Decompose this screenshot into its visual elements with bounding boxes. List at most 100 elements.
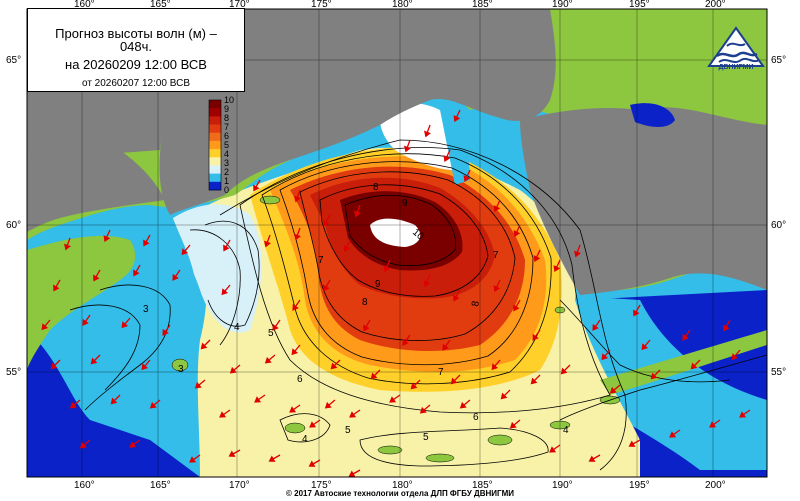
lon-label-200-top: 200° (705, 0, 726, 10)
wave-direction-arrow (219, 409, 231, 418)
land-alaska-peninsula (600, 330, 767, 395)
wave-direction-arrow (149, 399, 161, 409)
wave-direction-arrow (294, 189, 301, 203)
lon-label-200-bottom: 200° (705, 480, 726, 491)
zone-calm-white (370, 218, 421, 247)
lon-label-190-top: 190° (552, 0, 573, 10)
wave-direction-arrow (82, 314, 91, 326)
contour-label-3a: 3 (143, 304, 149, 315)
legend-swatch-8 (209, 116, 221, 125)
ice-norton (630, 103, 675, 127)
contour-label-6a: 6 (297, 374, 303, 385)
wave-direction-arrow (682, 329, 691, 341)
wave-direction-arrow (348, 469, 361, 477)
contour-label-8b: 8 (362, 297, 368, 308)
wave-direction-arrow (410, 379, 421, 390)
lat-label-60-left: 60° (6, 220, 21, 231)
zone-light-north (440, 110, 470, 185)
wave-direction-arrow (641, 339, 651, 351)
lat-label-60-right: 60° (771, 220, 786, 231)
copyright-footer: © 2017 Автоские технологии отдела ДЛП ФГ… (286, 489, 514, 498)
lon-label-170-top: 170° (229, 0, 250, 10)
lon-label-180-top: 180° (392, 0, 413, 10)
wave-direction-arrow (308, 459, 321, 467)
wave-direction-arrow (453, 289, 461, 302)
lon-label-165-top: 165° (150, 0, 171, 10)
wave-direction-arrow (633, 304, 641, 317)
wave-direction-arrow (609, 384, 621, 394)
wave-direction-arrow (389, 394, 401, 403)
wave-direction-arrow (292, 299, 301, 311)
legend-swatch-1 (209, 173, 221, 183)
contours (69, 139, 767, 471)
wave-direction-arrow (253, 179, 261, 192)
lon-label-175-top: 175° (311, 0, 332, 10)
legend-swatch-5 (209, 140, 221, 150)
wave-direction-arrow (650, 369, 661, 380)
island-aleut-1 (377, 445, 403, 455)
contour-label-5a: 5 (268, 328, 274, 339)
wave-direction-arrow (121, 317, 131, 329)
lon-label-180-bottom: 180° (392, 480, 413, 491)
wave-direction-arrow (533, 249, 541, 262)
legend-label-3: 3 (224, 158, 230, 168)
contour-label-5b: 5 (345, 425, 351, 436)
forecast-valid-time: на 20260209 12:00 ВСВ (65, 57, 207, 72)
wave-direction-arrow (500, 389, 511, 400)
land-kamchatka (27, 235, 136, 370)
legend-label-4: 4 (224, 149, 230, 159)
contour-label-6b: 6 (473, 412, 479, 423)
legend-swatch-0 (209, 181, 221, 191)
wave-direction-arrow (423, 274, 431, 287)
wave-direction-arrow (323, 279, 331, 292)
legend-swatch-3 (209, 157, 221, 166)
lat-label-55-left: 55° (6, 367, 21, 378)
lon-label-190-bottom: 190° (552, 480, 573, 491)
lon-label-185-top: 185° (472, 0, 493, 10)
wave-direction-arrow (79, 439, 91, 449)
wave-direction-arrow (93, 269, 101, 282)
wave-direction-arrow (450, 374, 461, 385)
wave-direction-arrow (223, 239, 231, 252)
wave-direction-arrow (731, 349, 741, 361)
wave-direction-arrow (574, 244, 581, 258)
wave-direction-arrow (513, 299, 521, 312)
legend-swatch-9 (209, 108, 221, 117)
wave-direction-arrow (669, 429, 681, 438)
wave-direction-arrow (560, 364, 571, 375)
wave-direction-arrow (64, 237, 71, 251)
lon-labels-bottom: 160° 165° 170° 175° 180° 185° 190° 195° … (74, 480, 726, 491)
legend-label-8: 8 (224, 113, 230, 123)
wave-direction-arrow (41, 319, 51, 331)
ice-anadyr-gulf (159, 9, 556, 215)
wave-direction-arrow (194, 379, 206, 389)
island-komandorsky (171, 358, 189, 372)
lon-label-170-bottom: 170° (229, 480, 250, 491)
wave-direction-arrow (133, 264, 141, 277)
contour-label-8c: 8 (470, 300, 482, 308)
island-aleut-2 (425, 453, 455, 463)
wave-direction-arrow (50, 359, 61, 370)
wave-direction-arrow (264, 354, 276, 364)
wave-direction-arrow (532, 329, 541, 341)
lat-labels: 65° 60° 55° 65° 60° 55° (6, 55, 786, 378)
wave-direction-arrow (459, 399, 471, 409)
wave-direction-arrow (493, 199, 501, 212)
wave-field (27, 103, 767, 477)
forecast-base-time: от 20260207 12:00 ВСВ (81, 78, 190, 89)
wave-direction-arrow (553, 259, 561, 272)
wave-direction-arrow (229, 364, 241, 374)
wave-direction-arrow (228, 449, 241, 457)
wave-direction-arrow (588, 454, 601, 462)
wave-direction-arrow (370, 369, 381, 380)
wave-direction-arrow (69, 399, 81, 409)
wave-direction-arrow (268, 454, 281, 462)
wave-arrows (41, 109, 751, 477)
wave-direction-arrow (172, 269, 181, 281)
ice-chukotka-west (27, 150, 165, 232)
wave-direction-arrow (354, 204, 361, 218)
lon-labels-top: 160° 165° 170° 175° 180° 185° 190° 195° … (74, 0, 726, 10)
wave-direction-arrow (103, 229, 111, 242)
wave-direction-arrow (200, 339, 211, 350)
wave-direction-arrow (601, 349, 611, 361)
